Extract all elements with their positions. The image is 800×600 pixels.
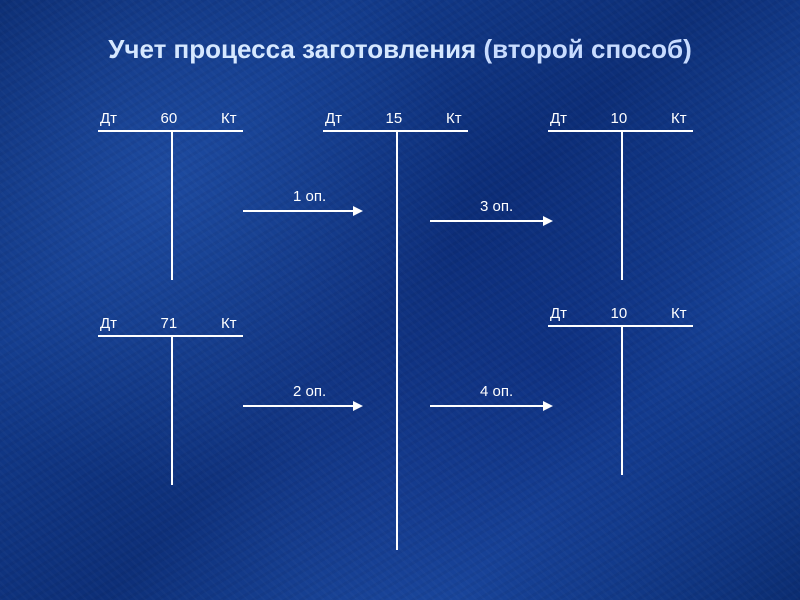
arrow-head-op4 [543,401,553,411]
arrow-label-op3: 3 оп. [480,198,513,215]
arrow-line-op4 [430,405,543,407]
t-account-dt-acc71: Дт [100,315,117,332]
t-account-num-acc10b: 10 [611,305,628,322]
t-account-num-acc10a: 10 [611,110,628,127]
arrow-line-op3 [430,220,543,222]
t-account-kt-acc10a: Кт [671,110,687,127]
t-account-dt-acc10b: Дт [550,305,567,322]
t-account-num-acc60: 60 [161,110,178,127]
t-account-stem-acc15 [396,130,398,550]
arrow-head-op2 [353,401,363,411]
t-account-num-acc15: 15 [386,110,403,127]
arrow-label-op2: 2 оп. [293,383,326,400]
t-account-stem-acc10a [621,130,623,280]
t-account-kt-acc15: Кт [446,110,462,127]
arrow-head-op1 [353,206,363,216]
t-account-kt-acc60: Кт [221,110,237,127]
t-account-dt-acc10a: Дт [550,110,567,127]
t-account-stem-acc60 [171,130,173,280]
arrow-label-op1: 1 оп. [293,188,326,205]
t-account-stem-acc71 [171,335,173,485]
t-account-num-acc71: 71 [161,315,178,332]
t-account-dt-acc60: Дт [100,110,117,127]
arrow-line-op2 [243,405,353,407]
diagram-stage: Дт 60 Кт Дт 15 Кт Дт 10 Кт Дт 71 Кт Дт 10 Кт 1 оп. 3 оп.… [0,0,800,600]
t-account-kt-acc10b: Кт [671,305,687,322]
t-account-stem-acc10b [621,325,623,475]
arrow-line-op1 [243,210,353,212]
t-account-dt-acc15: Дт [325,110,342,127]
t-account-kt-acc71: Кт [221,315,237,332]
arrow-head-op3 [543,216,553,226]
arrow-label-op4: 4 оп. [480,383,513,400]
